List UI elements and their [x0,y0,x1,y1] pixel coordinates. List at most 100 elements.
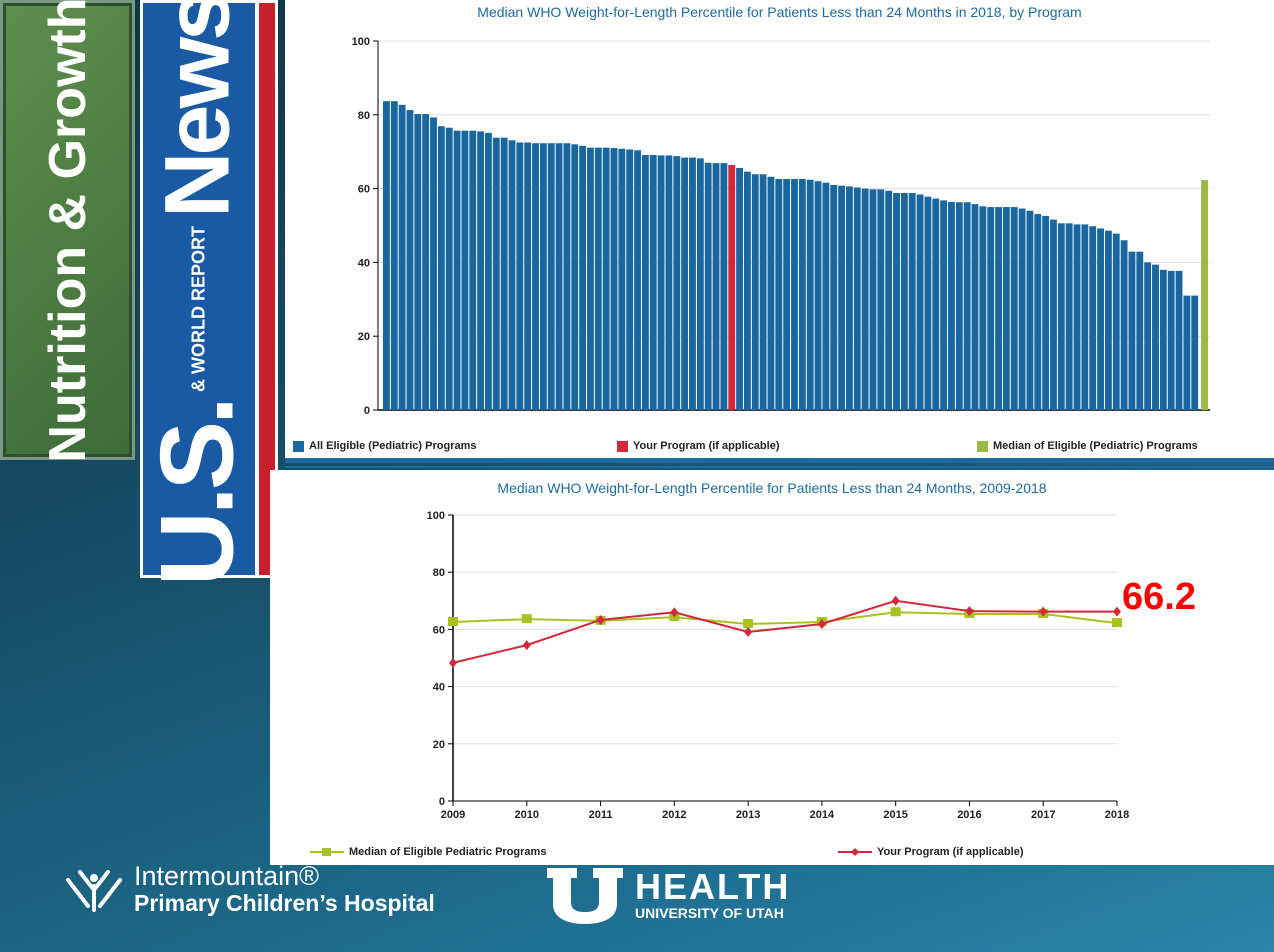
x-tick-label: 2016 [957,809,981,821]
bar [806,179,814,410]
divider [285,458,1274,463]
bar [1010,207,1018,410]
y-tick-label: 60 [433,624,445,636]
bar [940,200,948,410]
bar [696,158,704,410]
bar [838,185,846,410]
bar [618,148,626,411]
bar [1081,224,1089,410]
bar [665,155,673,410]
legend-median: Median of Eligible (Pediatric) Programs [977,440,1198,452]
x-tick-label: 2009 [441,809,465,821]
bar [1002,207,1010,410]
bar [846,186,853,410]
bar [924,196,932,410]
bar [657,155,665,410]
bar [673,156,681,410]
bar [1144,262,1152,410]
bar [830,184,838,410]
bar [485,132,492,411]
us-news-logo: U.S. & WORLD REPORT News [140,0,278,586]
bar [500,137,508,411]
x-tick-label: 2014 [810,809,835,821]
series-line [452,611,1118,625]
bar-your-program [728,164,736,410]
bar [587,147,594,411]
bar [594,147,602,411]
bar-chart: 0 20 40 60 80 100 [352,36,1210,417]
x-tick-label: 2017 [1031,809,1055,821]
bar [1128,251,1136,410]
bar [853,187,861,410]
bar [900,193,908,410]
y-tick-label: 40 [433,682,445,694]
bar [383,101,390,410]
bar [398,104,406,410]
bar [814,181,822,410]
y-tick-label: 80 [433,567,445,579]
bar [1097,228,1104,410]
bar [1065,223,1073,410]
bar-chart-panel: Median WHO Weight-for-Length Percentile … [285,0,1274,460]
data-point-median [448,616,458,626]
data-point-your-program [891,595,900,606]
divider [285,466,1274,468]
bar [1175,270,1183,410]
bar [767,176,775,410]
bar [1104,230,1112,410]
bar [783,179,791,410]
bar [971,204,979,410]
bar [822,182,830,410]
bar [932,198,940,410]
y-tick-label: 20 [358,331,370,343]
bar [885,190,893,410]
legend-your-program: Your Program (if applicable) [617,440,780,452]
intermountain-logo: Intermountain® Primary Children’s Hospita… [62,862,435,917]
bar [390,101,398,410]
latest-value-callout: 66.2 [1122,576,1196,618]
y-tick-label: 100 [427,510,445,522]
bar [736,167,743,410]
data-point-median [743,618,754,628]
bar [1159,269,1167,410]
bar [759,174,767,410]
bar [751,174,759,410]
bar [877,189,885,410]
bar [602,147,610,411]
bar-median [1201,180,1208,410]
bar [916,194,924,410]
bar [987,207,995,410]
bar [469,130,477,411]
bar [1183,295,1191,410]
bar [453,130,461,411]
bar [1120,240,1128,410]
data-point-your-program [449,657,457,668]
bar [1136,251,1144,410]
y-tick-label: 0 [439,796,445,808]
bar [995,207,1002,410]
bar-chart-title: Median WHO Weight-for-Length Percentile … [477,4,1082,20]
x-tick-label: 2013 [736,809,760,821]
data-point-your-program [744,626,753,637]
data-point-your-program [817,618,826,629]
bar [406,110,414,411]
bar [547,143,555,410]
data-point-your-program [965,606,974,617]
data-point-median [1112,618,1122,628]
bar [524,142,532,410]
bar [477,131,485,410]
bar [1042,215,1050,410]
section-title-box: Nutrition & Growth [0,0,135,463]
bar [689,157,696,410]
y-tick-label: 60 [358,184,370,196]
bar [516,142,524,410]
bar [641,155,649,410]
line-chart-panel: Median WHO Weight-for-Length Percentile … [270,470,1274,865]
section-title: Nutrition & Growth [38,0,97,463]
y-tick-label: 20 [433,739,445,751]
bar [1026,210,1034,410]
bar [775,179,783,410]
bar [649,155,657,410]
legend-your-program-line: Your Program (if applicable) [838,846,1024,858]
bar [861,188,869,410]
